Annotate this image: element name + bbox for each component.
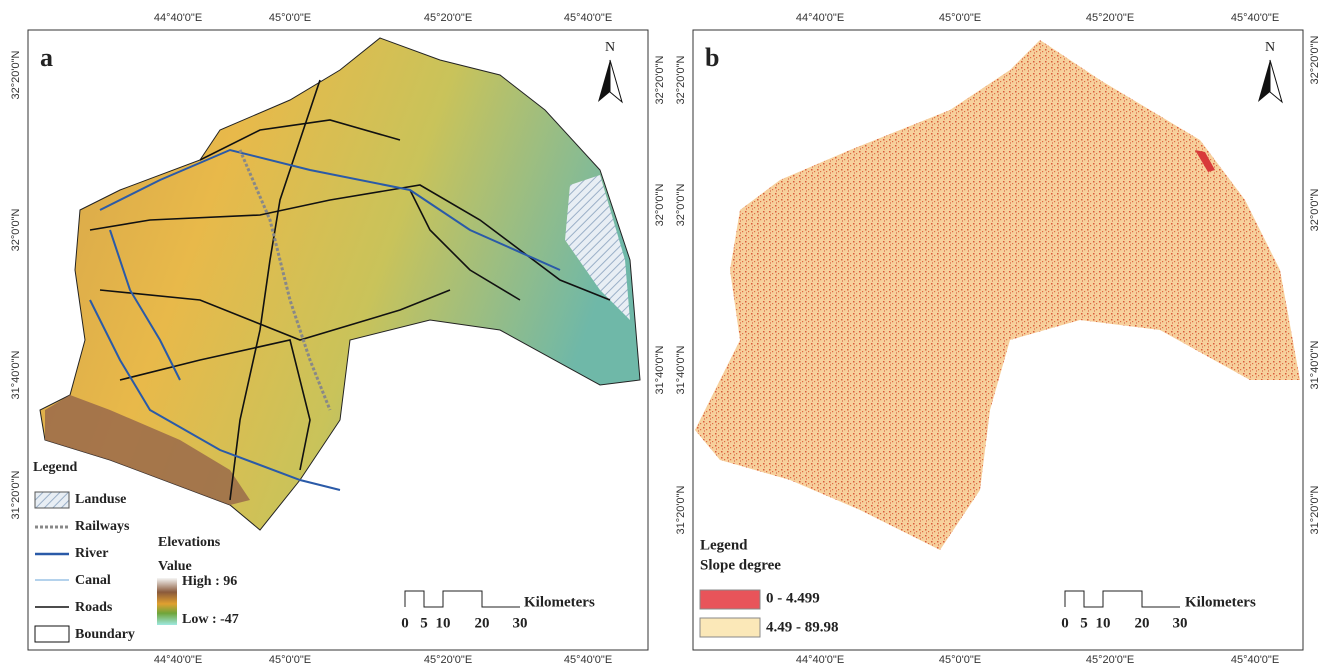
- latitude-label: 31°40'0"N: [10, 350, 22, 399]
- frame: [27, 29, 649, 651]
- longitude-label: 45°20'0"E: [424, 12, 472, 24]
- legend-symbol: [34, 491, 70, 509]
- longitude-label: 45°0'0"E: [939, 654, 981, 666]
- latitude-label: 31°20'0"N: [1309, 485, 1321, 534]
- longitude-label: 45°20'0"E: [1086, 654, 1134, 666]
- legend-symbol: [699, 617, 761, 638]
- railway: [238, 149, 332, 411]
- latitude-label: 31°20'0"N: [675, 485, 687, 534]
- rivers: [89, 148, 561, 491]
- legend-item: 0 - 4.499: [766, 590, 820, 606]
- scale-unit: Kilometers: [524, 594, 595, 610]
- legend-title: Legend: [33, 460, 78, 475]
- longitude-label: 45°0'0"E: [269, 654, 311, 666]
- legend-title: Legend: [700, 537, 748, 553]
- longitude-label: 45°40'0"E: [1231, 654, 1279, 666]
- latitude-label: 31°40'0"N: [654, 345, 666, 394]
- north-arrow: [1258, 59, 1283, 104]
- north-label: N: [605, 40, 615, 55]
- scale-tick: 10: [1096, 615, 1111, 631]
- legend-subtitle: Value: [158, 559, 192, 574]
- latitude-label: 31°40'0"N: [1309, 340, 1321, 389]
- scale-unit: Kilometers: [1185, 594, 1256, 610]
- legend-high: High : 96: [182, 574, 237, 589]
- latitude-label: 31°20'0"N: [10, 470, 22, 519]
- scale-tick: 20: [1135, 615, 1150, 631]
- latitude-label: 32°0'0"N: [675, 184, 687, 227]
- legend-item: Landuse: [75, 492, 126, 507]
- legend-subtitle: Slope degree: [700, 557, 781, 573]
- latitude-label: 32°0'0"N: [654, 184, 666, 227]
- legend-ramp: [157, 578, 177, 625]
- latitude-label: 32°20'0"N: [10, 50, 22, 99]
- legend-subtitle: Elevations: [158, 535, 221, 550]
- north-label: N: [1265, 40, 1275, 55]
- scale-tick: 30: [1173, 615, 1188, 631]
- study-area: [695, 40, 1300, 550]
- scale-tick: 0: [401, 615, 409, 631]
- study-area: [39, 37, 641, 531]
- frame: [692, 29, 1304, 651]
- legend-item: Railways: [75, 519, 130, 534]
- longitude-label: 45°20'0"E: [1086, 12, 1134, 24]
- scale-bar: [1064, 590, 1180, 608]
- longitude-label: 45°40'0"E: [1231, 12, 1279, 24]
- legend-low: Low : -47: [182, 612, 239, 627]
- longitude-label: 45°0'0"E: [269, 12, 311, 24]
- legend-item: Roads: [75, 600, 113, 615]
- low-slope-patch: [1195, 150, 1215, 172]
- scale-tick: 0: [1061, 615, 1069, 631]
- longitude-label: 44°40'0"E: [154, 654, 202, 666]
- legend-item: 4.49 - 89.98: [766, 619, 839, 635]
- scale-tick: 5: [420, 615, 428, 631]
- latitude-label: 31°40'0"N: [675, 345, 687, 394]
- panel-letter: a: [40, 43, 53, 72]
- latitude-label: 32°20'0"N: [654, 55, 666, 104]
- scale-bar: [404, 590, 520, 608]
- legend-item: Canal: [75, 573, 111, 588]
- latitude-label: 32°0'0"N: [1309, 189, 1321, 232]
- scale-tick: 20: [475, 615, 490, 631]
- scale-tick: 30: [513, 615, 528, 631]
- longitude-label: 44°40'0"E: [796, 654, 844, 666]
- longitude-label: 44°40'0"E: [796, 12, 844, 24]
- legend-symbol: [34, 625, 70, 643]
- north-arrow: [598, 59, 623, 104]
- legend-item: River: [75, 546, 108, 561]
- legend-item: Boundary: [75, 627, 135, 642]
- panel-letter: b: [705, 43, 719, 72]
- longitude-label: 45°0'0"E: [939, 12, 981, 24]
- high-elevation: [45, 395, 250, 505]
- longitude-label: 45°40'0"E: [564, 654, 612, 666]
- scale-tick: 10: [436, 615, 451, 631]
- latitude-label: 32°0'0"N: [10, 209, 22, 252]
- longitude-label: 45°40'0"E: [564, 12, 612, 24]
- longitude-label: 45°20'0"E: [424, 654, 472, 666]
- landuse-area: [565, 175, 630, 320]
- longitude-label: 44°40'0"E: [154, 12, 202, 24]
- latitude-label: 32°20'0"N: [675, 55, 687, 104]
- scale-tick: 5: [1080, 615, 1088, 631]
- legend-symbol: [699, 589, 761, 610]
- latitude-label: 32°20'0"N: [1309, 35, 1321, 84]
